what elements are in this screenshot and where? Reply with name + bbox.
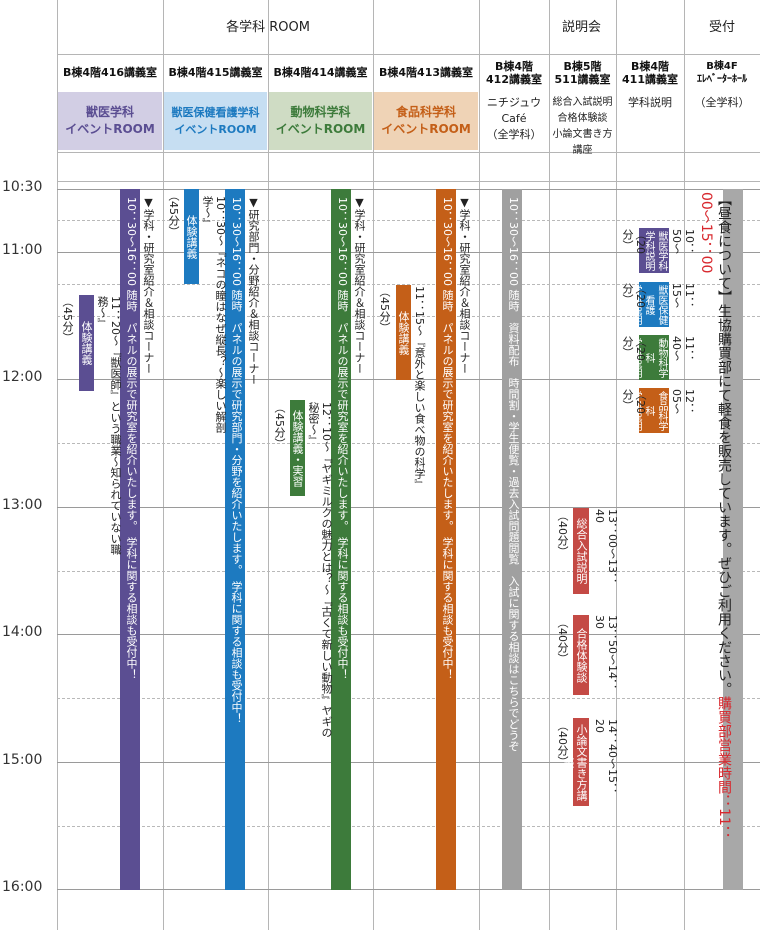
lecture-box-413: 体験講義 [396, 285, 411, 380]
group-title-reception: 受付 [708, 20, 735, 35]
dept-briefing-veterinary: 獣医学科 学科説明 [639, 228, 669, 273]
dept-briefing-animal-science: 動物科学科 学科説明 [630, 335, 669, 380]
time-line [57, 220, 760, 221]
room-511: B棟5階 511講義室 [554, 60, 611, 86]
banner-food-science: 食品科学科 イベントROOM [374, 92, 478, 150]
time-label: 10:30 [2, 179, 43, 195]
session-time: 13：00〜13：40 [593, 509, 619, 584]
room-414: B棟4階414講義室 [273, 66, 368, 79]
room-415: B棟4階415講義室 [168, 66, 263, 79]
lecture-desc-413: 11：15〜『意外と楽しい食べ物の科学』 [413, 286, 426, 490]
briefing-duration: （20分） [621, 283, 647, 308]
event-bar-413: 10：30〜16：00 随時 パネルの展示で研究室を紹介いたします。 学科に関す… [436, 189, 456, 890]
grid-line [57, 0, 58, 930]
shop-hours: 購買部営業時間：11：00〜15：00 [698, 192, 732, 840]
time-line [57, 507, 760, 508]
time-label: 12:00 [2, 369, 43, 385]
time-line [57, 571, 760, 572]
corner-text-414: ▼学科・研究室紹介＆相談コーナー [353, 196, 366, 374]
group-title-rooms: 各学科 ROOM [226, 20, 310, 35]
time-label: 15:00 [2, 752, 43, 768]
sub-411: 学科説明 [628, 96, 672, 109]
briefing-duration: （20分） [621, 229, 647, 254]
room-416: B棟4階416講義室 [63, 66, 157, 79]
duration-415: （45分） [167, 190, 180, 237]
session-box-essay-course: 小論文書き方講座 [562, 718, 589, 806]
grid-line [479, 0, 480, 930]
lecture-desc-415: 10：30〜『ネコの瞳はなぜ縦長？〜楽しい解剖学〜』 [201, 196, 227, 433]
session-duration: （40分） [556, 720, 569, 767]
time-line [57, 698, 760, 699]
lunch-notice-text: 【昼食について】生協購買部にて軽食を販売しています。ぜひご利用ください。 [716, 192, 732, 696]
briefing-time: 11：40〜 [670, 336, 696, 361]
grid-line [684, 0, 685, 930]
lecture-box-414: 体験講義・実習 [290, 400, 305, 496]
time-line [57, 826, 760, 827]
session-box-success-stories: 合格体験談 [573, 615, 589, 695]
duration-413: （45分） [378, 286, 391, 333]
corner-text-415: ▼研究部門・分野紹介＆相談コーナー [247, 196, 260, 385]
grid-line [373, 0, 374, 930]
time-line [57, 889, 760, 890]
lecture-box-416: 体験講義 [79, 295, 94, 391]
dept-briefing-food-science: 食品科学科 学科説明 [630, 388, 669, 433]
briefing-time: 12：05〜 [670, 389, 696, 414]
time-label: 11:00 [2, 242, 43, 258]
event-bar-416: 10：30〜16：00 随時 パネルの展示で研究室を紹介いたします。 学科に関す… [120, 189, 140, 890]
event-bar-415: 10：30〜16：00 随時 パネルの展示で研究部門・分野を紹介いたします。 学… [225, 189, 245, 890]
group-title-briefings: 説明会 [561, 20, 601, 35]
time-line [57, 762, 760, 763]
briefing-duration: （20分） [621, 389, 647, 414]
banner-animal-science: 動物科学科 イベントROOM [269, 92, 372, 150]
time-label: 14:00 [2, 624, 43, 640]
duration-416: （45分） [61, 296, 74, 343]
corner-text-416: ▼学科・研究室紹介＆相談コーナー [142, 196, 155, 374]
grid-line [549, 0, 550, 930]
grid-line [163, 0, 164, 930]
session-duration: （40分） [556, 510, 569, 557]
time-line [57, 284, 760, 285]
dept-briefing-vet-nursing: 獣医保健看護 学科説明 [630, 282, 669, 327]
session-duration: （40分） [556, 617, 569, 664]
room-elevator-hall: B棟4F ｴﾚﾍﾞｰﾀｰﾎｰﾙ [697, 61, 747, 85]
room-411: B棟4階 411講義室 [622, 60, 678, 86]
sub-cafe: ニチジュウ Café （全学科） [486, 96, 542, 141]
grid-line [57, 54, 760, 55]
lecture-desc-416: 11：20〜『獣医師』という職業〜知られていない職務〜』 [96, 296, 122, 555]
grid-line [57, 152, 760, 153]
briefing-duration: （20分） [621, 336, 647, 361]
time-label: 16:00 [2, 879, 43, 895]
time-label: 13:00 [2, 497, 43, 513]
lunch-notice: 【昼食について】生協購買部にて軽食を販売しています。ぜひご利用ください。購買部営… [697, 192, 733, 857]
reception-bar [723, 189, 743, 890]
lecture-desc-414: 12：10〜『ヤギミルクの魅力とは？〜『古くて新しい動物』ヤギの秘密〜』 [307, 402, 333, 738]
session-box-general-admission: 総合入試説明 [573, 508, 589, 594]
sub-511: 総合入試説明 合格体験談 小論文書き方講座 [552, 97, 613, 156]
grid-line [616, 0, 617, 930]
time-line [57, 252, 760, 253]
briefing-time: 10：50〜 [670, 229, 696, 254]
event-bar-414: 10：30〜16：00 随時 パネルの展示で研究室を紹介いたします。 学科に関す… [331, 189, 351, 890]
banner-vet-nursing: 獣医保健看護学科 イベントROOM [164, 92, 267, 150]
corner-text-413: ▼学科・研究室紹介＆相談コーナー [458, 196, 471, 374]
room-413: B棟4階413講義室 [379, 66, 473, 79]
briefing-time: 11：15〜 [670, 283, 696, 308]
session-time: 13：50〜14：30 [593, 615, 619, 690]
grid-line [268, 0, 269, 930]
duration-414: （45分） [273, 402, 286, 449]
grid-line [57, 181, 760, 182]
lecture-box-415: 体験講義 [184, 189, 199, 284]
time-line [57, 189, 760, 190]
banner-veterinary: 獣医学科 イベントROOM [58, 92, 162, 150]
sub-reception: （全学科） [694, 96, 750, 109]
time-line [57, 634, 760, 635]
event-bar-412: 10：30〜16：00 随時 資料配布 時間割・学生便覧・過去入試問題閲覧 入試… [502, 189, 522, 890]
room-412: B棟4階 412講義室 [486, 60, 542, 86]
session-time: 14：40〜15：20 [593, 719, 619, 794]
time-line [57, 443, 760, 444]
